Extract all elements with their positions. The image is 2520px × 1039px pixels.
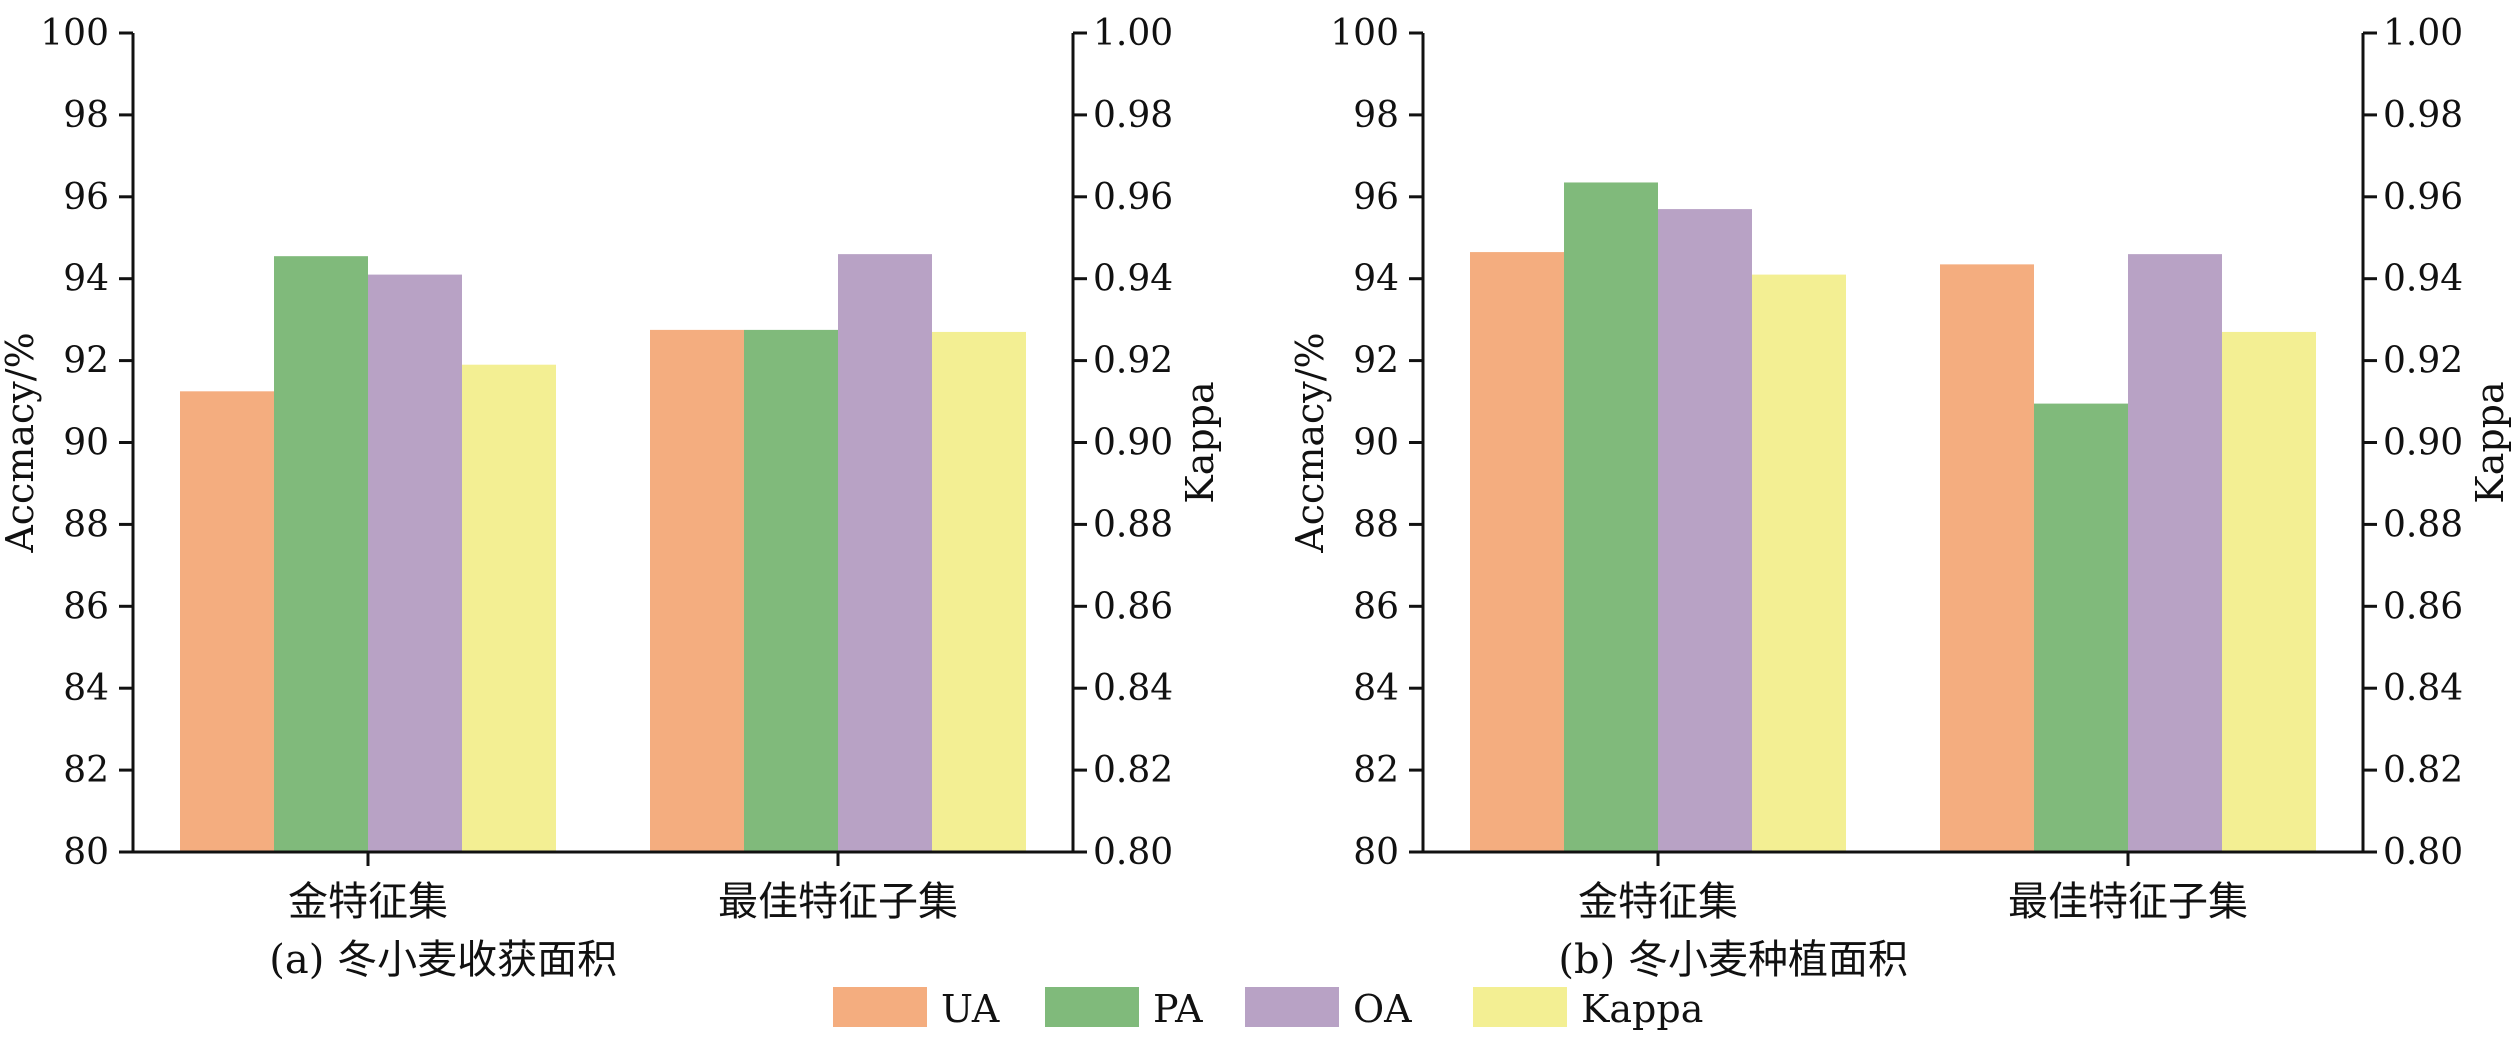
chart-subtitle: (b) 冬小麦种植面积 (1558, 937, 1908, 983)
x-tick-label: 最佳特征子集 (2008, 879, 2248, 925)
legend: UA PA OA Kappa (833, 987, 1703, 1031)
bar-ua-1 (180, 391, 274, 852)
bar-oa-1 (368, 274, 462, 853)
y-tick-label: 92 (1353, 341, 1399, 382)
y2-tick-label: 1.00 (2383, 13, 2463, 54)
y2-tick-label: 0.98 (2383, 95, 2463, 136)
y2-tick-label: 0.82 (2383, 750, 2463, 791)
y2-tick-label: 0.98 (1093, 95, 1173, 136)
y-axis-label: Accmacy/% (1288, 332, 1332, 553)
bar-oa-1 (1658, 209, 1752, 852)
y2-tick-label: 0.86 (2383, 586, 2463, 627)
y-tick-label: 82 (63, 750, 109, 791)
y-tick-label: 90 (1353, 423, 1399, 464)
y-tick-label: 88 (1353, 504, 1399, 545)
x-tick-label: 最佳特征子集 (718, 879, 958, 925)
y-tick-label: 98 (63, 95, 109, 136)
legend-label-oa: OA (1353, 987, 1412, 1031)
legend-swatch-oa (1245, 987, 1339, 1027)
x-tick-label: 金特征集 (288, 879, 448, 925)
y-tick-label: 88 (63, 504, 109, 545)
bar-kappa-2 (932, 331, 1026, 852)
y2-tick-label: 0.96 (1093, 177, 1173, 218)
legend-swatch-pa (1045, 987, 1139, 1027)
legend-swatch-ua (833, 987, 927, 1027)
y-tick-label: 96 (1353, 177, 1399, 218)
y-tick-label: 90 (63, 423, 109, 464)
y-tick-label: 98 (1353, 95, 1399, 136)
bar-ua-2 (1940, 264, 2034, 852)
y2-tick-label: 0.86 (1093, 586, 1173, 627)
y-tick-label: 94 (63, 259, 109, 300)
y-tick-label: 84 (63, 668, 109, 709)
chart-subtitle: (a) 冬小麦收获面积 (269, 937, 617, 983)
y-tick-label: 84 (1353, 668, 1399, 709)
y-axis-label: Accmacy/% (0, 332, 42, 553)
y2-axis-label: Kappa (2468, 381, 2512, 503)
x-tick-label: 金特征集 (1578, 879, 1738, 925)
bar-ua-1 (1470, 252, 1564, 852)
y2-axis-label: Kappa (1178, 381, 1222, 503)
y-tick-label: 86 (63, 586, 109, 627)
bar-oa-2 (838, 254, 932, 852)
y2-tick-label: 0.84 (2383, 668, 2463, 709)
bar-pa-1 (1564, 182, 1658, 852)
y2-tick-label: 0.82 (1093, 750, 1173, 791)
y-tick-label: 82 (1353, 750, 1399, 791)
y2-tick-label: 0.88 (2383, 504, 2463, 545)
bar-oa-2 (2128, 254, 2222, 852)
bar-kappa-2 (2222, 331, 2316, 852)
bar-kappa-1 (462, 364, 556, 852)
legend-label-pa: PA (1153, 987, 1203, 1031)
bar-ua-2 (650, 329, 744, 852)
y2-tick-label: 0.90 (2383, 423, 2463, 464)
bar-pa-2 (744, 329, 838, 852)
y2-tick-label: 0.92 (1093, 341, 1173, 382)
y-tick-label: 100 (1330, 13, 1399, 54)
y-tick-label: 80 (1353, 832, 1399, 873)
y-tick-label: 86 (1353, 586, 1399, 627)
y2-tick-label: 1.00 (1093, 13, 1173, 54)
chart-panel-a: 金特征集 最佳特征子集 80 82 84 86 88 90 92 94 96 98 100 0.80 0.8… (0, 13, 1222, 983)
y2-tick-label: 0.80 (2383, 832, 2463, 873)
bar-pa-2 (2034, 403, 2128, 852)
chart-panel-b: 金特征集 最佳特征子集 80 82 84 86 88 90 92 94 96 98 100 0.80 0.8… (1288, 13, 2512, 983)
y-tick-label: 94 (1353, 259, 1399, 300)
y2-tick-label: 0.80 (1093, 832, 1173, 873)
legend-label-ua: UA (941, 987, 1000, 1031)
bar-kappa-1 (1752, 274, 1846, 853)
y-tick-label: 92 (63, 341, 109, 382)
y-tick-label: 100 (40, 13, 109, 54)
y-tick-label: 80 (63, 832, 109, 873)
legend-swatch-kappa (1473, 987, 1567, 1027)
y-tick-label: 96 (63, 177, 109, 218)
y2-tick-label: 0.88 (1093, 504, 1173, 545)
y2-tick-label: 0.94 (2383, 259, 2463, 300)
y2-tick-label: 0.96 (2383, 177, 2463, 218)
y2-tick-label: 0.94 (1093, 259, 1173, 300)
legend-label-kappa: Kappa (1581, 987, 1703, 1031)
y2-tick-label: 0.84 (1093, 668, 1173, 709)
y2-tick-label: 0.92 (2383, 341, 2463, 382)
y2-tick-label: 0.90 (1093, 423, 1173, 464)
bar-pa-1 (274, 256, 368, 852)
